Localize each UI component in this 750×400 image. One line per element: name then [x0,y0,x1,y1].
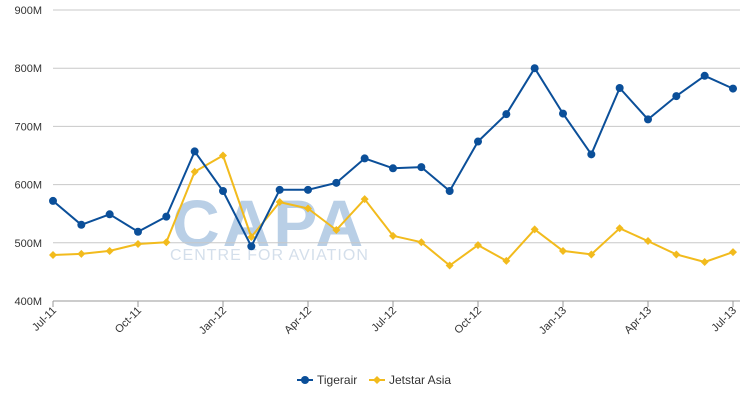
tigerair-point [105,210,114,219]
x-tick-label: Jul-12 [369,305,399,335]
jetstar-asia-point [134,239,142,248]
jetstar-asia-point [445,261,454,270]
jetstar-asia-point [389,231,397,240]
tigerair-point [162,212,171,221]
tigerair-point [219,187,227,196]
watermark-logo: CAPA [172,186,366,260]
y-tick-label: 500M [14,238,42,250]
grid-lines [53,9,740,302]
jetstar-asia-point [417,238,426,247]
tigerair-point [134,227,142,236]
tigerair-point [502,110,511,119]
series-group [49,64,737,270]
tigerair-point [700,71,709,80]
jetstar-asia-point [474,241,482,250]
x-tick-label: Oct-11 [113,305,144,336]
jetstar-asia-point [530,225,539,234]
jetstar-asia-point [700,258,709,267]
watermark-subtitle: CENTRE FOR AVIATION [170,247,369,264]
jetstar-asia-point [360,195,369,204]
jetstar-asia-point [77,249,86,258]
jetstar-asia-point [672,250,681,259]
tigerair-point [615,83,624,92]
x-tick-label: Apr-13 [622,305,654,337]
tigerair-point [247,242,256,251]
jetstar-asia-point [502,256,511,265]
jetstar-asia-point [105,246,114,255]
x-tick-label: Jan-12 [197,305,229,337]
legend-label-jetstar-asia: Jetstar Asia [389,373,451,387]
y-tick-label: 600M [14,180,42,192]
tigerair-point [587,150,596,159]
jetstar-asia-point [219,151,227,160]
tigerair-point [672,92,681,101]
tigerair-point [729,84,737,93]
jetstar-asia-point [304,204,312,213]
x-axis: Jul-11 Oct-11 Jan-12 Apr-12 Jul-12 Oct-12 Jan-… [30,300,740,337]
x-tick-label: Jan-13 [537,305,569,337]
x-tick-label: Oct-12 [452,305,484,337]
tigerair-point [389,164,397,173]
tigerair-point [644,115,652,124]
x-tick-label: Jul-13 [709,305,739,335]
jetstar-asia-point [190,167,199,176]
y-tick-label: 400M [14,296,42,308]
tigerair-point [474,137,482,146]
y-tick-label: 900M [14,5,42,17]
legend: Tigerair Jetstar Asia [297,373,451,387]
jetstar-asia-point [587,250,596,259]
legend-label-tigerair: Tigerair [317,373,357,387]
capa-watermark: CAPA CENTRE FOR AVIATION [170,186,369,264]
tigerair-point [49,196,57,205]
tigerair-point [360,154,369,163]
tigerair-point [445,187,454,196]
series-line-tigerair [52,67,734,248]
jetstar-asia-point [615,224,624,233]
jetstar-asia-point [729,248,737,257]
tigerair-point [417,163,426,172]
legend-marker-jetstar-asia [373,376,381,384]
jetstar-asia-point [332,225,341,234]
tigerair-point [190,147,199,156]
jetstar-asia-point [644,237,652,246]
tigerair-point [559,109,567,118]
tigerair-point [304,185,312,194]
legend-marker-tigerair [301,376,309,384]
tigerair-point [77,220,86,229]
tigerair-point [332,178,341,187]
jetstar-asia-point [247,232,256,241]
tigerair-point [530,64,539,73]
y-axis: 400M 500M 600M 700M 800M 900M [14,5,42,308]
jetstar-asia-point [559,246,567,255]
x-tick-label: Apr-12 [282,305,314,337]
x-tick-label: Jul-11 [30,305,59,334]
y-tick-label: 800M [14,63,42,75]
y-tick-label: 700M [14,121,42,133]
jetstar-asia-point [49,251,57,260]
jetstar-asia-point [162,238,171,247]
tigerair-point [275,185,284,194]
jetstar-asia-point [275,198,284,207]
